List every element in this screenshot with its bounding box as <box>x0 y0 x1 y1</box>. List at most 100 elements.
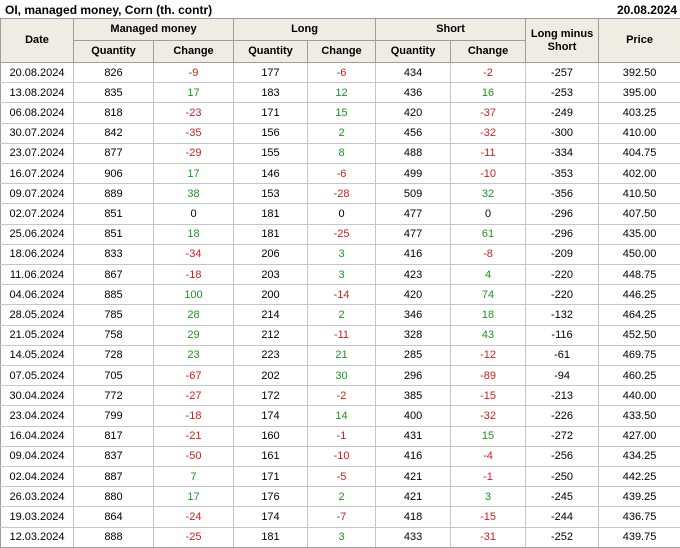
table-header: Date Managed money Long Short Long minus… <box>0 18 680 63</box>
long-change-cell: 14 <box>306 405 377 427</box>
long-change-cell: -7 <box>306 506 377 528</box>
short-change-cell: -12 <box>450 344 527 367</box>
long-minus-short-cell: -253 <box>525 82 600 104</box>
mm-quantity-cell: 758 <box>73 324 154 346</box>
mm-quantity-cell: 826 <box>73 61 154 84</box>
short-quantity-cell: 421 <box>375 466 452 488</box>
mm-change-cell: -25 <box>153 526 234 548</box>
table-row: 09.04.2024 837 -50 161 -10 416 -4 -256 434.25 <box>0 445 680 468</box>
long-minus-short-cell: -220 <box>525 264 600 286</box>
long-quantity-cell: 183 <box>233 82 308 104</box>
date-cell: 11.06.2024 <box>0 264 74 286</box>
price-cell: 440.00 <box>598 385 680 407</box>
table-row: 30.04.2024 772 -27 172 -2 385 -15 -213 440.00 <box>0 385 680 407</box>
long-quantity-cell: 171 <box>233 102 308 124</box>
col-header-long-minus-short: Long minus Short <box>525 18 600 63</box>
long-minus-short-cell: -132 <box>525 304 600 326</box>
col-header-date: Date <box>0 18 74 63</box>
table-row: 02.04.2024 887 7 171 -5 421 -1 -250 442.25 <box>0 466 680 488</box>
date-cell: 02.04.2024 <box>0 466 74 488</box>
price-cell: 427.00 <box>598 425 680 447</box>
mm-change-cell: 17 <box>153 486 234 508</box>
date-cell: 19.03.2024 <box>0 506 74 528</box>
long-quantity-cell: 156 <box>233 122 308 144</box>
mm-change-cell: 17 <box>153 163 234 185</box>
table-row: 11.06.2024 867 -18 203 3 423 4 -220 448.75 <box>0 264 680 286</box>
long-change-cell: -6 <box>306 163 377 185</box>
group-header-short: Short <box>375 18 527 41</box>
long-quantity-cell: 174 <box>233 506 308 528</box>
date-cell: 06.08.2024 <box>0 102 74 124</box>
long-quantity-cell: 146 <box>233 163 308 185</box>
mm-quantity-cell: 837 <box>73 445 154 468</box>
long-change-cell: 2 <box>306 304 377 326</box>
col-header-mm-quantity: Quantity <box>73 40 154 63</box>
long-minus-short-cell: -353 <box>525 163 600 185</box>
col-header-short-change: Change <box>450 40 527 63</box>
long-quantity-cell: 155 <box>233 142 308 165</box>
mm-change-cell: -35 <box>153 122 234 144</box>
short-change-cell: -15 <box>450 506 527 528</box>
table-row: 02.07.2024 851 0 181 0 477 0 -296 407.50 <box>0 203 680 225</box>
mm-quantity-cell: 851 <box>73 223 154 245</box>
mm-change-cell: -9 <box>153 61 234 84</box>
long-change-cell: 30 <box>306 365 377 387</box>
short-quantity-cell: 477 <box>375 223 452 245</box>
long-change-cell: 3 <box>306 526 377 548</box>
table-row: 06.08.2024 818 -23 171 15 420 -37 -249 403.25 <box>0 102 680 124</box>
long-minus-short-cell: -245 <box>525 486 600 508</box>
short-change-cell: -32 <box>450 122 527 144</box>
mm-quantity-cell: 842 <box>73 122 154 144</box>
long-change-cell: -28 <box>306 183 377 205</box>
mm-quantity-cell: 867 <box>73 264 154 286</box>
short-quantity-cell: 433 <box>375 526 452 548</box>
price-cell: 464.25 <box>598 304 680 326</box>
long-quantity-cell: 181 <box>233 223 308 245</box>
mm-quantity-cell: 889 <box>73 183 154 205</box>
mm-quantity-cell: 785 <box>73 304 154 326</box>
mm-change-cell: 0 <box>153 203 234 225</box>
short-change-cell: 16 <box>450 82 527 104</box>
mm-change-cell: -18 <box>153 264 234 286</box>
long-minus-short-cell: -256 <box>525 445 600 468</box>
long-quantity-cell: 206 <box>233 243 308 266</box>
short-change-cell: 15 <box>450 425 527 447</box>
long-quantity-cell: 181 <box>233 203 308 225</box>
long-minus-short-cell: -209 <box>525 243 600 266</box>
mm-quantity-cell: 772 <box>73 385 154 407</box>
mm-quantity-cell: 888 <box>73 526 154 548</box>
title-bar: OI, managed money, Corn (th. contr) 20.0… <box>0 0 680 18</box>
price-cell: 433.50 <box>598 405 680 427</box>
date-cell: 23.07.2024 <box>0 142 74 165</box>
price-cell: 439.25 <box>598 486 680 508</box>
table-row: 07.05.2024 705 -67 202 30 296 -89 -94 460.25 <box>0 365 680 387</box>
table-row: 23.07.2024 877 -29 155 8 488 -11 -334 404.75 <box>0 142 680 165</box>
short-quantity-cell: 499 <box>375 163 452 185</box>
price-cell: 452.50 <box>598 324 680 346</box>
date-cell: 25.06.2024 <box>0 223 74 245</box>
short-quantity-cell: 434 <box>375 61 452 84</box>
mm-quantity-cell: 851 <box>73 203 154 225</box>
long-change-cell: 3 <box>306 264 377 286</box>
long-change-cell: -2 <box>306 385 377 407</box>
price-cell: 450.00 <box>598 243 680 266</box>
short-quantity-cell: 436 <box>375 82 452 104</box>
date-cell: 26.03.2024 <box>0 486 74 508</box>
short-change-cell: -8 <box>450 243 527 266</box>
short-change-cell: 61 <box>450 223 527 245</box>
short-quantity-cell: 418 <box>375 506 452 528</box>
page-title: OI, managed money, Corn (th. contr) <box>5 2 213 17</box>
price-cell: 448.75 <box>598 264 680 286</box>
date-cell: 16.04.2024 <box>0 425 74 447</box>
mm-quantity-cell: 833 <box>73 243 154 266</box>
long-minus-short-cell: -94 <box>525 365 600 387</box>
date-cell: 02.07.2024 <box>0 203 74 225</box>
long-minus-short-cell: -250 <box>525 466 600 488</box>
short-change-cell: -89 <box>450 365 527 387</box>
mm-quantity-cell: 877 <box>73 142 154 165</box>
price-cell: 442.25 <box>598 466 680 488</box>
price-cell: 446.25 <box>598 284 680 306</box>
short-quantity-cell: 416 <box>375 445 452 468</box>
short-change-cell: 18 <box>450 304 527 326</box>
mm-quantity-cell: 817 <box>73 425 154 447</box>
